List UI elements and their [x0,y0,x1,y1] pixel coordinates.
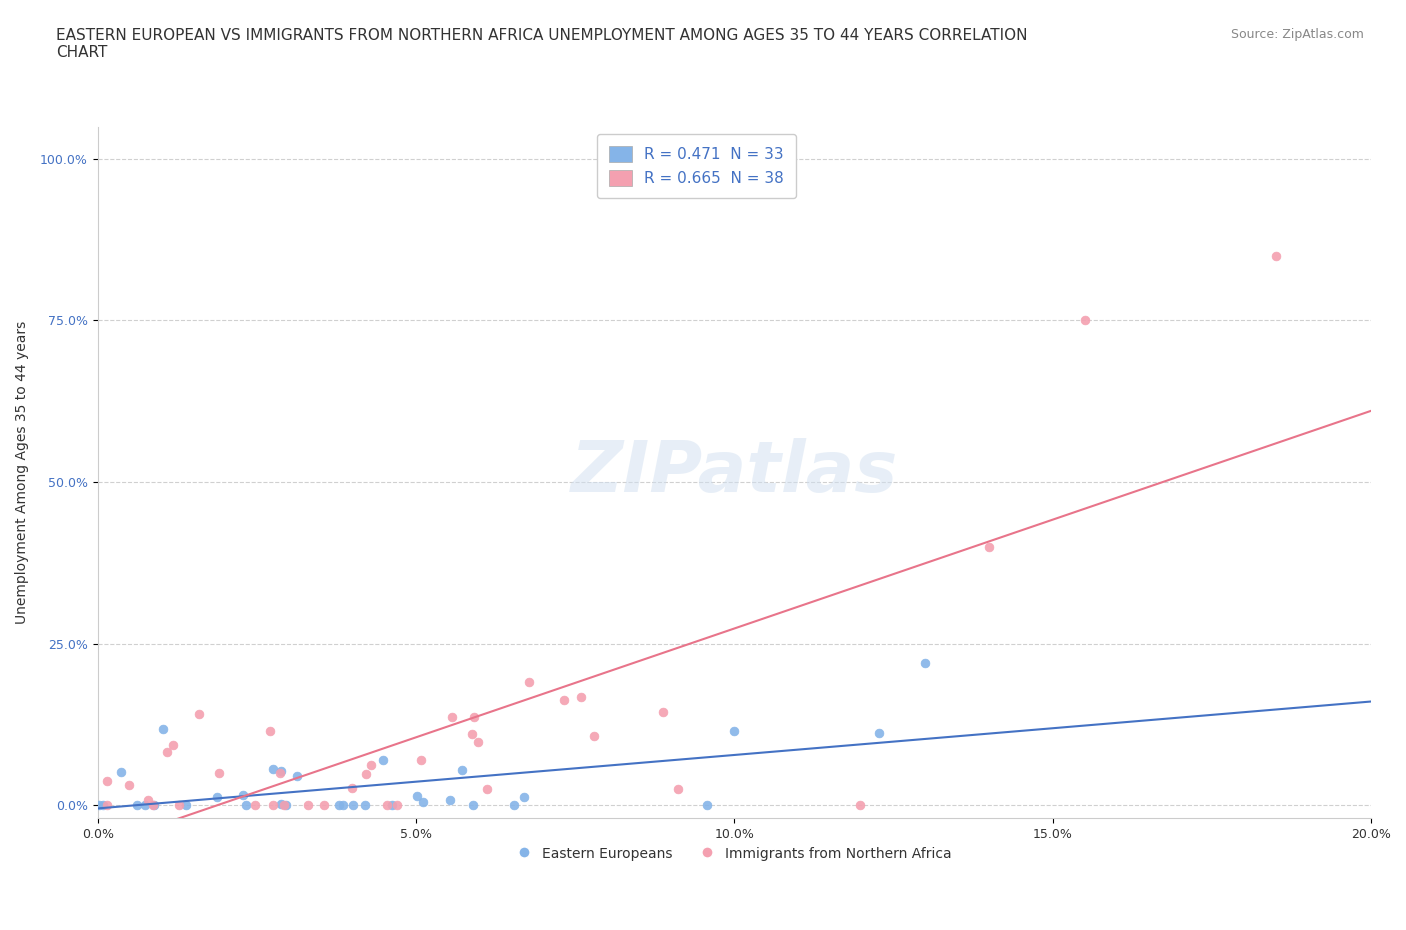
Point [475,781,498,796]
Point [1073,313,1095,328]
Point [409,752,432,767]
Point [583,728,606,743]
Point [156,744,179,759]
Point [450,763,472,777]
Point [136,792,159,807]
Point [152,722,174,737]
Point [205,790,228,804]
Point [354,798,377,813]
Point [373,752,395,767]
Point [87,798,110,813]
Point [263,762,285,777]
Point [208,765,231,780]
Point [387,798,409,813]
Legend: Eastern Europeans, Immigrants from Northern Africa: Eastern Europeans, Immigrants from North… [512,842,957,867]
Point [328,798,350,813]
Point [517,674,540,689]
Point [162,738,184,753]
Point [174,798,197,813]
Point [463,798,485,813]
Point [441,710,464,724]
Point [848,798,870,813]
Point [134,798,156,813]
Point [354,766,377,781]
Point [360,757,382,772]
Point [439,792,461,807]
Point [285,768,308,783]
Point [188,707,211,722]
Point [110,764,132,779]
Point [91,798,114,813]
Point [1264,248,1286,263]
Point [467,735,489,750]
Point [259,724,281,738]
Point [297,798,319,813]
Point [312,798,335,813]
Point [571,689,593,704]
Point [914,656,936,671]
Point [96,774,118,789]
Point [270,797,292,812]
Point [377,798,399,813]
Point [381,798,404,813]
Point [118,777,141,792]
Text: EASTERN EUROPEAN VS IMMIGRANTS FROM NORTHERN AFRICA UNEMPLOYMENT AMONG AGES 35 T: EASTERN EUROPEAN VS IMMIGRANTS FROM NORT… [56,28,1028,60]
Point [125,798,148,813]
Point [270,764,292,778]
Point [723,724,745,738]
Text: ZIPatlas: ZIPatlas [571,438,898,507]
Point [273,798,295,813]
Point [503,798,526,813]
Point [142,798,165,813]
Point [342,798,364,813]
Point [463,710,485,724]
Point [977,539,1000,554]
Point [553,693,575,708]
Text: Source: ZipAtlas.com: Source: ZipAtlas.com [1230,28,1364,41]
Point [696,798,718,813]
Point [340,780,363,795]
Y-axis label: Unemployment Among Ages 35 to 44 years: Unemployment Among Ages 35 to 44 years [15,321,30,624]
Point [332,798,354,813]
Point [232,788,254,803]
Point [652,705,675,720]
Point [412,794,434,809]
Point [868,725,890,740]
Point [269,765,291,780]
Point [262,798,284,813]
Point [461,726,484,741]
Point [235,798,257,813]
Point [243,798,266,813]
Point [167,798,190,813]
Point [666,781,689,796]
Point [274,798,297,813]
Point [142,798,165,813]
Point [513,790,536,804]
Point [406,789,429,804]
Point [96,798,118,813]
